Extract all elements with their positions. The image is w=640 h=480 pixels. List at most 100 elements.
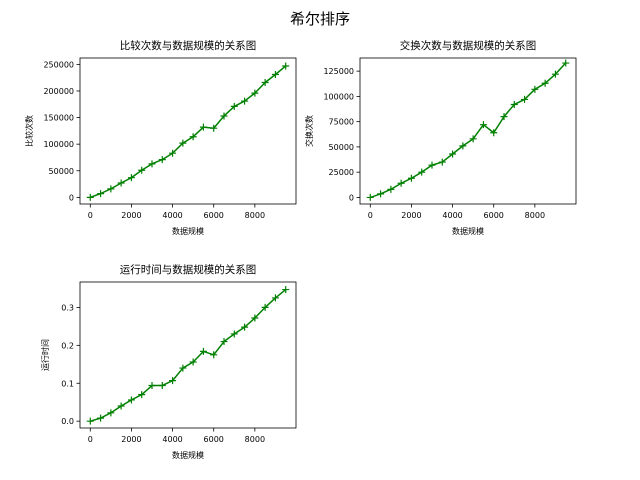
- data-point-marker: [500, 113, 508, 121]
- data-point-marker: [117, 402, 125, 410]
- data-point-marker: [189, 133, 197, 141]
- data-point-marker: [220, 338, 228, 346]
- data-point-marker: [551, 70, 559, 78]
- y-tick-label: 150000: [43, 114, 74, 123]
- series-line-comparisons: [90, 65, 287, 199]
- axes-frame-swaps: [359, 57, 577, 205]
- subplot-swaps: 交换次数与数据规模的关系图 0 2000 4000 6000 8000 0 25000 5000…: [304, 39, 577, 236]
- x-tick-label: 8000: [245, 211, 265, 220]
- data-point-marker: [210, 124, 218, 132]
- x-tick-label: 4000: [442, 211, 462, 220]
- y-tick-label: 0.0: [61, 417, 74, 426]
- data-point-marker: [220, 112, 228, 120]
- data-point-marker: [169, 377, 177, 385]
- data-point-marker: [107, 185, 115, 193]
- y-axis-label-comparisons: 比较次数: [24, 115, 34, 147]
- data-point-marker: [377, 190, 385, 198]
- data-point-marker: [97, 414, 105, 422]
- data-point-marker: [251, 314, 259, 322]
- data-point-marker: [521, 95, 529, 103]
- data-point-marker: [531, 85, 539, 93]
- x-tick-label: 6000: [204, 435, 224, 444]
- data-point-marker: [510, 100, 518, 108]
- data-point-marker: [241, 97, 249, 105]
- data-point-marker: [271, 294, 279, 302]
- data-point-marker: [438, 158, 446, 166]
- data-point-marker: [127, 174, 135, 182]
- data-point-marker: [479, 121, 487, 129]
- data-point-marker: [541, 79, 549, 87]
- axes-frame-comparisons: [79, 57, 297, 205]
- x-tick-label: 2000: [401, 211, 421, 220]
- y-tick-label: 125000: [323, 67, 354, 76]
- y-tick-label: 50000: [329, 143, 354, 152]
- x-tick-label: 4000: [162, 435, 182, 444]
- data-point-marker: [179, 364, 187, 372]
- y-tick-label: 0.2: [61, 341, 74, 350]
- x-tick-label: 6000: [204, 211, 224, 220]
- data-point-marker: [397, 179, 405, 187]
- data-point-marker: [241, 323, 249, 331]
- figure-suptitle: 希尔排序: [290, 10, 350, 28]
- data-point-marker: [459, 142, 467, 150]
- x-axis-label-comparisons: 数据规模: [172, 226, 204, 236]
- chart-title-swaps: 交换次数与数据规模的关系图: [400, 39, 537, 52]
- data-point-marker: [86, 417, 94, 425]
- data-point-marker: [469, 135, 477, 143]
- y-tick-label: 200000: [43, 87, 74, 96]
- data-point-marker: [428, 161, 436, 169]
- data-point-marker: [107, 409, 115, 417]
- y-tick-label: 250000: [43, 60, 74, 69]
- data-point-marker: [230, 102, 238, 110]
- series-line-swaps: [370, 62, 567, 199]
- x-tick-label: 8000: [525, 211, 545, 220]
- y-tick-label: 0.1: [61, 379, 74, 388]
- y-tick-label: 0: [69, 193, 74, 202]
- x-tick-label: 0: [88, 211, 93, 220]
- x-tick-label: 4000: [162, 211, 182, 220]
- axes-frame-runtime: [79, 281, 297, 429]
- y-tick-label: 75000: [329, 118, 354, 127]
- data-point-marker: [418, 168, 426, 176]
- y-axis-label-runtime: 运行时间: [40, 339, 50, 371]
- data-point-marker: [138, 166, 146, 174]
- data-point-marker: [251, 89, 259, 97]
- data-point-marker: [97, 190, 105, 198]
- x-axis-label-runtime: 数据规模: [172, 450, 204, 460]
- x-tick-label: 2000: [121, 435, 141, 444]
- data-point-marker: [127, 396, 135, 404]
- data-point-marker: [158, 382, 166, 390]
- data-point-marker: [199, 123, 207, 131]
- x-tick-label: 0: [88, 435, 93, 444]
- data-point-marker: [86, 193, 94, 201]
- data-point-marker: [189, 358, 197, 366]
- y-tick-label: 100000: [323, 92, 354, 101]
- chart-title-comparisons: 比较次数与数据规模的关系图: [120, 39, 257, 52]
- x-tick-label: 2000: [121, 211, 141, 220]
- data-point-marker: [449, 150, 457, 158]
- y-tick-label: 50000: [49, 167, 74, 176]
- data-point-marker: [117, 179, 125, 187]
- data-point-marker: [169, 149, 177, 157]
- data-point-marker: [407, 174, 415, 182]
- y-tick-label: 100000: [43, 140, 74, 149]
- series-line-runtime: [90, 288, 287, 422]
- chart-title-runtime: 运行时间与数据规模的关系图: [120, 263, 257, 276]
- data-point-marker: [148, 382, 156, 390]
- x-axis-label-swaps: 数据规模: [452, 226, 484, 236]
- data-point-marker: [490, 129, 498, 137]
- data-point-marker: [387, 185, 395, 193]
- subplot-comparisons: 比较次数与数据规模的关系图 0 2000 4000 6000 8000 0 50000 1000…: [24, 39, 297, 236]
- data-point-marker: [366, 193, 374, 201]
- y-tick-label: 0.3: [61, 303, 74, 312]
- data-point-marker: [158, 156, 166, 164]
- y-axis-label-swaps: 交换次数: [304, 115, 314, 147]
- data-point-marker: [261, 78, 269, 86]
- data-point-marker: [282, 62, 290, 70]
- data-point-marker: [179, 139, 187, 147]
- x-tick-label: 0: [368, 211, 373, 220]
- data-point-marker: [230, 330, 238, 338]
- y-tick-label: 0: [349, 193, 354, 202]
- x-tick-label: 6000: [484, 211, 504, 220]
